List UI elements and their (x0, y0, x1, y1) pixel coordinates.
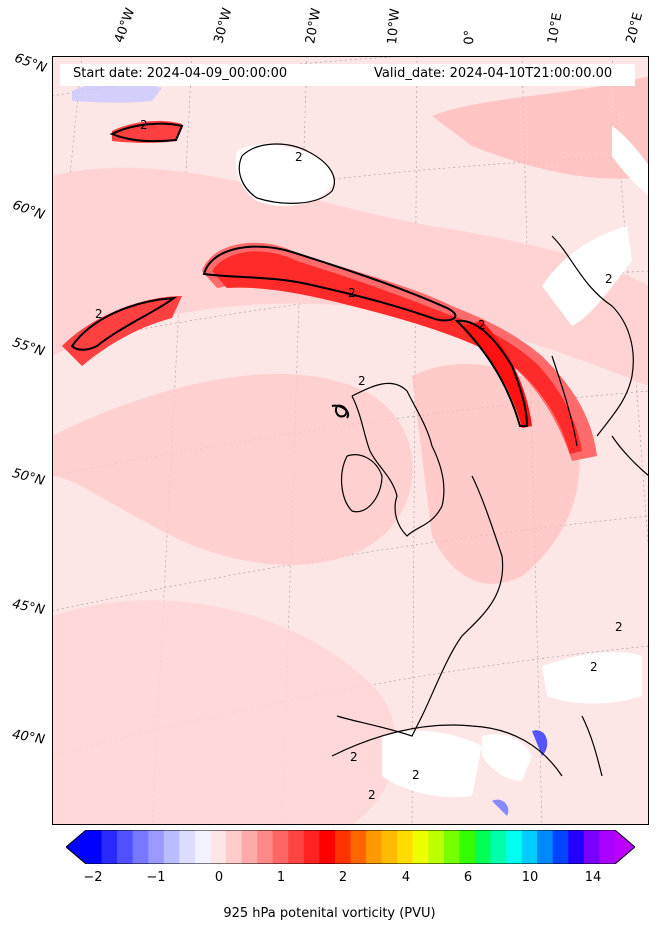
contour-label: 2 (95, 307, 103, 321)
colorbar-cell (506, 830, 523, 864)
colorbar-cell (117, 830, 134, 864)
pv-shading (52, 76, 649, 825)
colorbar-cell (210, 830, 227, 864)
colorbar-cell (397, 830, 414, 864)
colorbar-cell (428, 830, 445, 864)
lat-label: 55°N (10, 335, 47, 360)
colorbar-cell (474, 830, 492, 864)
colorbar-cell (366, 830, 383, 864)
colorbar-cell (459, 830, 476, 864)
colorbar-cell (552, 830, 569, 864)
lon-label: 30°W (211, 6, 236, 45)
contour-label: 2 (348, 286, 356, 300)
colorbar-cell (272, 830, 289, 864)
colorbar-cell (194, 830, 211, 864)
colorbar-tick: −1 (146, 870, 166, 885)
lon-label: 10°E (545, 11, 566, 45)
lat-label: 40°N (10, 727, 46, 748)
lon-label: 40°W (111, 6, 139, 45)
start-date: Start date: 2024-04-09_00:00:00 (73, 66, 288, 81)
pv-field (52, 56, 649, 825)
colorbar-tick: −2 (83, 870, 103, 885)
lat-label: 65°N (12, 50, 49, 77)
contour-label: 2 (140, 118, 148, 132)
colorbar-tick: 0 (214, 870, 224, 885)
lon-label: 10°W (385, 7, 404, 45)
coastlines (238, 143, 649, 777)
contour-label: 2 (295, 150, 303, 164)
colorbar-over-arrow (615, 830, 635, 864)
colorbar-cell (568, 830, 585, 864)
colorbar-cell (599, 830, 616, 864)
pv-2-contours (70, 122, 529, 427)
colorbar-cell (334, 830, 351, 864)
colorbar-cell (101, 830, 118, 864)
contour-label: 2 (368, 788, 376, 802)
colorbar-cell (257, 830, 274, 864)
colorbar (66, 830, 635, 864)
colorbar-tick: 1 (276, 870, 286, 885)
contour-label: 2 (350, 750, 358, 764)
colorbar-cell (319, 830, 336, 864)
colorbar-cell (288, 830, 305, 864)
colorbar-cell (412, 830, 429, 864)
colorbar-cell (521, 830, 538, 864)
contour-label: 2 (478, 318, 486, 332)
lat-label: 50°N (10, 466, 47, 489)
colorbar-cell (163, 830, 180, 864)
contour-label: 2 (590, 660, 598, 674)
colorbar-tick: 6 (463, 870, 473, 885)
colorbar-title: 925 hPa potenital vorticity (PVU) (223, 906, 436, 921)
contour-label: 2 (412, 768, 420, 782)
colorbar-cell (226, 830, 243, 864)
colorbar-tick: 2 (338, 870, 348, 885)
colorbar-cell (443, 830, 460, 864)
contour-label: 2 (615, 620, 623, 634)
colorbar-cell (132, 830, 149, 864)
lat-label: 45°N (10, 596, 46, 619)
colorbar-cell (381, 830, 398, 864)
lon-label: 20°E (623, 10, 647, 46)
valid-date: Valid_date: 2024-04-10T21:00:00.00 (374, 66, 613, 81)
colorbar-under-arrow (66, 830, 86, 864)
map-panel (52, 56, 649, 825)
lon-label: 20°W (303, 7, 325, 46)
colorbar-cell (241, 830, 258, 864)
header-strip (60, 64, 635, 86)
colorbar-tick: 10 (521, 870, 539, 885)
colorbar-cell (583, 830, 600, 864)
lat-label: 60°N (10, 197, 47, 224)
colorbar-tick: 14 (584, 870, 602, 885)
contour-label: 2 (358, 374, 366, 388)
colorbar-cell (350, 830, 367, 864)
lon-label: 0° (462, 29, 478, 45)
colorbar-tick: 4 (401, 870, 411, 885)
colorbar-cell (86, 830, 103, 864)
contour-label: 2 (605, 272, 613, 286)
colorbar-cell (179, 830, 196, 864)
colorbar-cell (148, 830, 165, 864)
colorbar-cell (490, 830, 507, 864)
colorbar-cell (537, 830, 554, 864)
colorbar-cell (303, 830, 320, 864)
